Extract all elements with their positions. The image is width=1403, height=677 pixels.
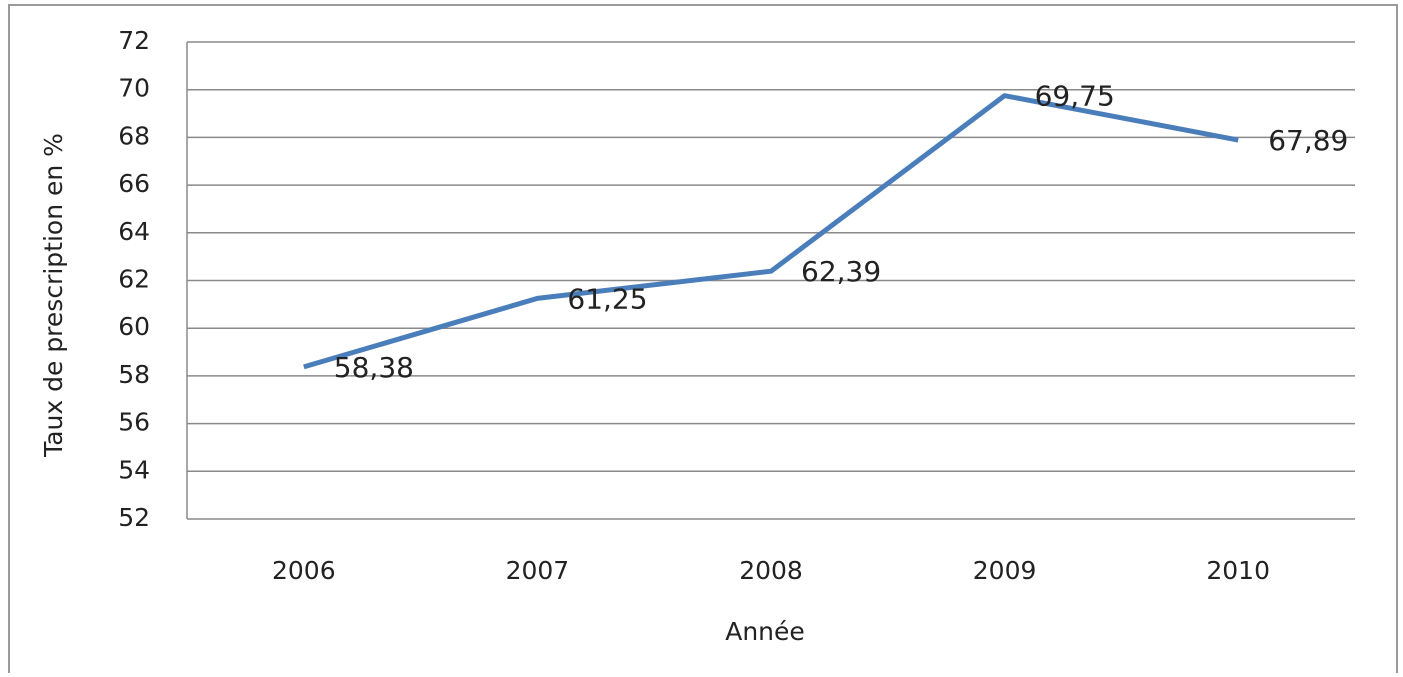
x-tick-label: 2009 bbox=[973, 556, 1037, 585]
y-tick-label: 56 bbox=[118, 408, 150, 437]
y-tick-label: 62 bbox=[118, 265, 150, 294]
y-tick-label: 66 bbox=[118, 169, 150, 198]
x-tick-label: 2010 bbox=[1206, 556, 1270, 585]
y-axis-title: Taux de prescription en % bbox=[39, 133, 68, 458]
data-label: 61,25 bbox=[567, 282, 647, 315]
y-tick-label: 70 bbox=[118, 74, 150, 103]
x-tick-label: 2006 bbox=[272, 556, 336, 585]
y-tick-label: 60 bbox=[118, 312, 150, 341]
y-tick-label: 68 bbox=[118, 121, 150, 150]
y-tick-label: 52 bbox=[118, 503, 150, 532]
data-label: 62,39 bbox=[801, 255, 881, 288]
data-line bbox=[303, 93, 1239, 370]
x-tick-label: 2008 bbox=[739, 556, 803, 585]
x-axis-title: Année bbox=[725, 617, 805, 646]
y-tick-label: 64 bbox=[118, 217, 150, 246]
x-tick-label: 2007 bbox=[506, 556, 570, 585]
y-tick-label: 58 bbox=[118, 360, 150, 389]
chart-frame bbox=[8, 4, 1398, 677]
y-tick-label: 72 bbox=[118, 26, 150, 55]
y-tick-label: 54 bbox=[118, 455, 150, 484]
data-label: 69,75 bbox=[1035, 80, 1115, 113]
data-label: 67,89 bbox=[1268, 124, 1348, 157]
data-label: 58,38 bbox=[334, 351, 414, 384]
